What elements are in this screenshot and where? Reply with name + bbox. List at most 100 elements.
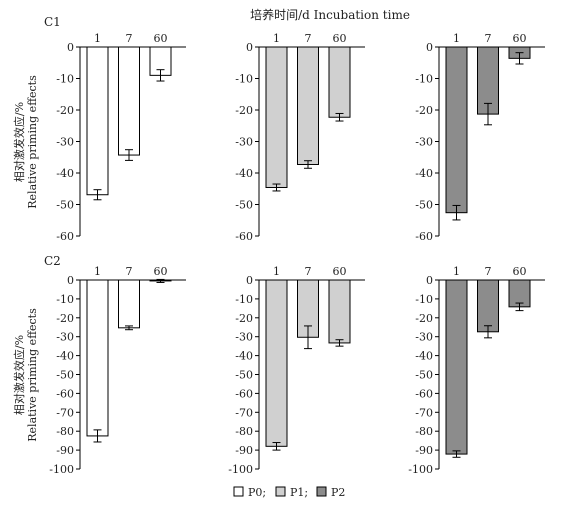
y-tick-label-c1-p0: -30 — [56, 136, 74, 149]
y-tick-label-c2-p2: 0 — [426, 274, 433, 287]
category-label-c1-p0-60: 60 — [154, 32, 168, 45]
y-tick-label-c2-p2: -100 — [408, 463, 433, 476]
y-tick-label-c2-p1: -70 — [235, 406, 253, 419]
bar-c2-p1-60 — [328, 279, 351, 344]
legend-swatch-p2 — [316, 486, 327, 497]
legend-label-p2: P2 — [331, 486, 345, 499]
y-tick-label-c2-p2: -10 — [415, 293, 433, 306]
y-tick-label-c1-p2: -10 — [415, 73, 433, 86]
y-tick-label-c2-p0: -90 — [56, 444, 74, 457]
category-label-c1-p2-60: 60 — [513, 32, 527, 45]
panel-c2-p0: 0 -10 -20 -30 -40 -50 -60 -70 -80 -90 -100 1 7 60 — [49, 265, 186, 476]
category-label-c2-p2-7: 7 — [485, 265, 492, 278]
row-label-c1: C1 — [44, 15, 61, 29]
category-label-c1-p0-1: 1 — [94, 32, 101, 45]
figure-title: 培养时间/d Incubation time — [250, 7, 410, 22]
category-label-c2-p2-60: 60 — [513, 265, 527, 278]
legend-label-p0: P0; — [248, 486, 266, 499]
category-label-c1-p2-1: 1 — [453, 32, 460, 45]
y-tick-label-c2-p2: -80 — [415, 425, 433, 438]
panel-c1-p1: 0 -10 -20 -30 -40 -50 -60 1 7 60 — [235, 32, 365, 243]
y-tick-label-c1-p2: 0 — [426, 41, 433, 54]
category-label-c1-p1-60: 60 — [333, 32, 347, 45]
y-tick-label-c1-p0: -60 — [56, 230, 74, 243]
y-tick-label-c2-p2: -20 — [415, 312, 433, 325]
y-tick-label-c1-p0: -40 — [56, 167, 74, 180]
y-tick-label-c2-p1: -80 — [235, 425, 253, 438]
bar-c2-p2-1 — [445, 279, 468, 455]
y-tick-label-c1-p2: -40 — [415, 167, 433, 180]
y-tick-label-c1-p0: -20 — [56, 104, 74, 117]
bar-c1-p2-1 — [445, 46, 468, 214]
y-axis-label-c1-cn: 相对激发效应/% — [12, 102, 26, 182]
bar-c2-p0-1 — [86, 279, 109, 437]
y-axis-label-c2-cn: 相对激发效应/% — [12, 335, 26, 415]
legend-swatch-p1 — [275, 486, 286, 497]
y-tick-label-c1-p2: -20 — [415, 104, 433, 117]
y-tick-label-c1-p1: -50 — [235, 199, 253, 212]
y-tick-label-c1-p0: -10 — [56, 73, 74, 86]
panels: 0 -10 -20 -30 -40 -50 -60 1 7 60 0 -10 -20 -30 -40 -50 -… — [49, 32, 545, 476]
panel-c2-p2: 0 -10 -20 -30 -40 -50 -60 -70 -80 -90 -100 1 7 60 — [408, 265, 545, 476]
category-label-c2-p0-60: 60 — [154, 265, 168, 278]
y-tick-label-c1-p0: 0 — [67, 41, 74, 54]
y-tick-label-c1-p0: -50 — [56, 199, 74, 212]
category-label-c1-p1-1: 1 — [273, 32, 280, 45]
y-axis-label-c2-en: Relative priming effects — [26, 308, 39, 442]
bar-c2-p2-7 — [477, 279, 499, 333]
panel-c2-p1: 0 -10 -20 -30 -40 -50 -60 -70 -80 -90 -100 1 7 60 — [228, 265, 365, 476]
y-tick-label-c1-p2: -60 — [415, 230, 433, 243]
y-tick-label-c2-p1: -60 — [235, 387, 253, 400]
y-tick-label-c1-p2: -50 — [415, 199, 433, 212]
y-tick-label-c1-p1: -60 — [235, 230, 253, 243]
y-tick-label-c2-p0: -20 — [56, 312, 74, 325]
y-tick-label-c1-p1: -40 — [235, 167, 253, 180]
y-tick-label-c2-p0: -80 — [56, 425, 74, 438]
y-tick-label-c2-p1: 0 — [246, 274, 253, 287]
y-tick-label-c2-p1: -20 — [235, 312, 253, 325]
y-tick-label-c1-p1: -10 — [235, 73, 253, 86]
y-axis-label-c1: 相对激发效应/% Relative priming effects — [12, 75, 39, 209]
y-tick-label-c2-p1: -30 — [235, 331, 253, 344]
legend-swatch-p0 — [233, 486, 244, 497]
bar-c1-p1-1 — [265, 46, 288, 188]
y-tick-label-c1-p1: -30 — [235, 136, 253, 149]
bar-c1-p1-7 — [297, 46, 319, 165]
bar-c1-p1-60 — [328, 46, 351, 118]
category-label-c2-p2-1: 1 — [453, 265, 460, 278]
bar-c2-p0-7 — [118, 279, 140, 329]
y-tick-label-c1-p1: 0 — [246, 41, 253, 54]
y-tick-label-c2-p1: -50 — [235, 369, 253, 382]
y-tick-label-c2-p1: -10 — [235, 293, 253, 306]
y-tick-label-c2-p2: -30 — [415, 331, 433, 344]
category-label-c1-p2-7: 7 — [485, 32, 492, 45]
bar-c1-p0-1 — [86, 46, 109, 196]
y-tick-label-c1-p1: -20 — [235, 104, 253, 117]
category-label-c1-p1-7: 7 — [305, 32, 312, 45]
panel-c1-p2: 0 -10 -20 -30 -40 -50 -60 1 7 60 — [415, 32, 545, 243]
y-tick-label-c2-p0: -60 — [56, 387, 74, 400]
y-tick-label-c2-p2: -50 — [415, 369, 433, 382]
category-label-c1-p0-7: 7 — [126, 32, 133, 45]
category-label-c2-p0-7: 7 — [126, 265, 133, 278]
category-label-c2-p1-1: 1 — [273, 265, 280, 278]
row-label-c2: C2 — [44, 254, 61, 268]
legend-label-p1: P1; — [290, 486, 308, 499]
y-tick-label-c2-p1: -90 — [235, 444, 253, 457]
panel-c1-p0: 0 -10 -20 -30 -40 -50 -60 1 7 60 — [56, 32, 186, 243]
bar-c1-p0-7 — [118, 46, 140, 156]
y-tick-label-c2-p0: -40 — [56, 350, 74, 363]
y-tick-label-c2-p2: -60 — [415, 387, 433, 400]
y-axis-label-c2: 相对激发效应/% Relative priming effects — [12, 308, 39, 442]
y-axis-label-c1-en: Relative priming effects — [26, 75, 39, 209]
category-label-c2-p0-1: 1 — [94, 265, 101, 278]
y-tick-label-c2-p0: -50 — [56, 369, 74, 382]
y-tick-label-c2-p0: -30 — [56, 331, 74, 344]
y-tick-label-c2-p0: 0 — [67, 274, 74, 287]
y-tick-label-c2-p0: -10 — [56, 293, 74, 306]
y-tick-label-c2-p2: -40 — [415, 350, 433, 363]
bar-c2-p1-1 — [265, 279, 288, 447]
y-tick-label-c2-p2: -90 — [415, 444, 433, 457]
category-label-c2-p1-7: 7 — [305, 265, 312, 278]
category-label-c2-p1-60: 60 — [333, 265, 347, 278]
